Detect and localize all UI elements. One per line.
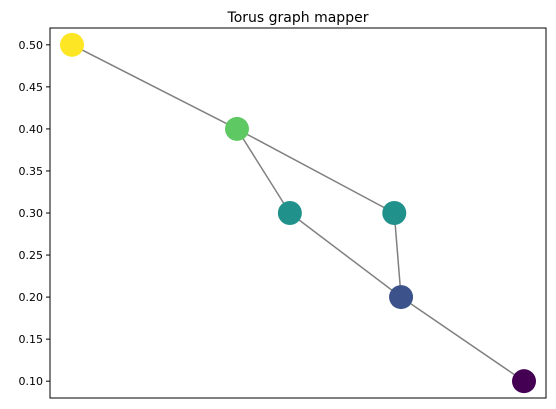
nodes-layer [60,32,536,394]
y-tick-label: 0.50 [19,39,44,52]
graph-edge [289,212,402,298]
graph-edge [400,296,525,382]
graph-node [389,285,414,310]
y-tick-label: 0.45 [19,81,44,94]
y-tick-label: 0.20 [19,291,44,304]
graph-node [60,32,84,57]
y-tick-label: 0.35 [19,165,44,178]
y-tick-label: 0.25 [19,249,44,262]
graph-node [277,201,302,225]
graph-node [382,201,407,225]
plot-frame [49,27,547,399]
edges-layer [71,44,525,382]
graph-node [224,116,249,141]
y-axis: 0.10 0.15 0.20 0.25 0.30 0.35 0.40 0.45 0.50 [19,39,50,388]
y-tick-label: 0.40 [19,123,44,136]
y-tick-label: 0.10 [19,375,44,388]
graph-edge [71,44,238,130]
graph-node [512,369,536,394]
graph-edge [236,128,291,214]
y-tick-label: 0.30 [19,207,44,220]
chart-title: Torus graph mapper [227,10,369,26]
y-tick-label: 0.15 [19,333,44,346]
graph-edge [236,128,395,214]
graph-edge [393,212,402,298]
